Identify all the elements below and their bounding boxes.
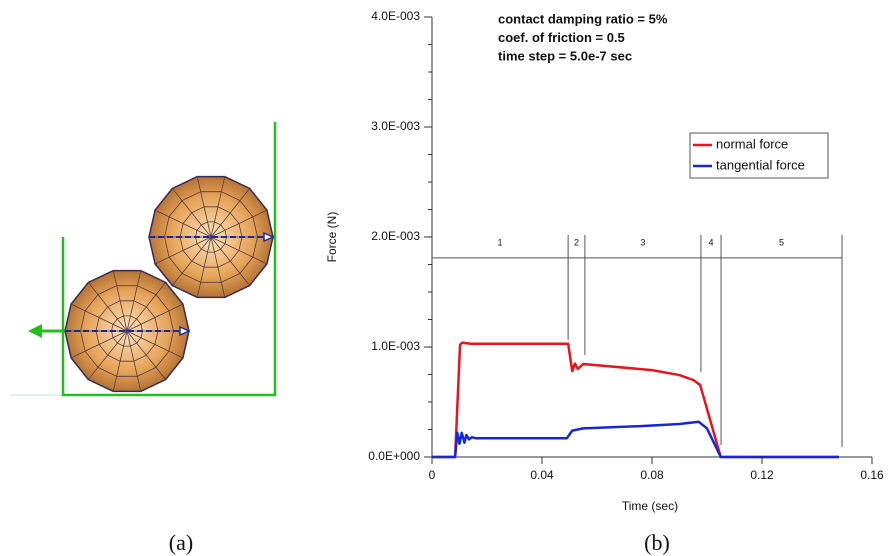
series-line bbox=[432, 422, 839, 457]
x-tick-label: 0 bbox=[429, 468, 436, 482]
x-tick-label: 0.08 bbox=[640, 468, 664, 482]
annotation: contact damping ratio = 5% bbox=[498, 11, 668, 26]
phase-label: 1 bbox=[498, 237, 503, 247]
phase-label: 3 bbox=[640, 237, 645, 247]
caption-b: (b) bbox=[644, 530, 670, 555]
y-axis-label: Force (N) bbox=[325, 212, 339, 263]
series-line bbox=[432, 343, 839, 457]
phase-label: 2 bbox=[574, 237, 579, 247]
annotation: coef. of friction = 0.5 bbox=[498, 30, 625, 45]
phase-label: 5 bbox=[779, 237, 784, 247]
x-tick-label: 0.12 bbox=[750, 468, 774, 482]
caption-a: (a) bbox=[169, 530, 193, 555]
page: {"chart_data": {"type": "line", "annotat… bbox=[0, 0, 889, 556]
y-tick-label: 2.0E-003 bbox=[371, 229, 420, 243]
y-tick-label: 0.0E+000 bbox=[368, 449, 420, 463]
legend-label: tangential force bbox=[716, 157, 805, 172]
diagram bbox=[10, 122, 275, 395]
y-tick-label: 3.0E-003 bbox=[371, 119, 420, 133]
legend-label: normal force bbox=[716, 136, 788, 151]
annotation: time step = 5.0e-7 sec bbox=[498, 48, 632, 63]
y-tick-label: 4.0E-003 bbox=[371, 9, 420, 23]
arrow-head bbox=[28, 324, 42, 338]
x-tick-label: 0.04 bbox=[530, 468, 554, 482]
x-tick-label: 0.16 bbox=[860, 468, 884, 482]
figure: (a) (b) Force (N) Time (sec) 0.0E+000 1.0… bbox=[0, 0, 889, 556]
x-axis-label: Time (sec) bbox=[622, 499, 678, 513]
y-tick-label: 1.0E-003 bbox=[371, 339, 420, 353]
phase-label: 4 bbox=[708, 237, 713, 247]
